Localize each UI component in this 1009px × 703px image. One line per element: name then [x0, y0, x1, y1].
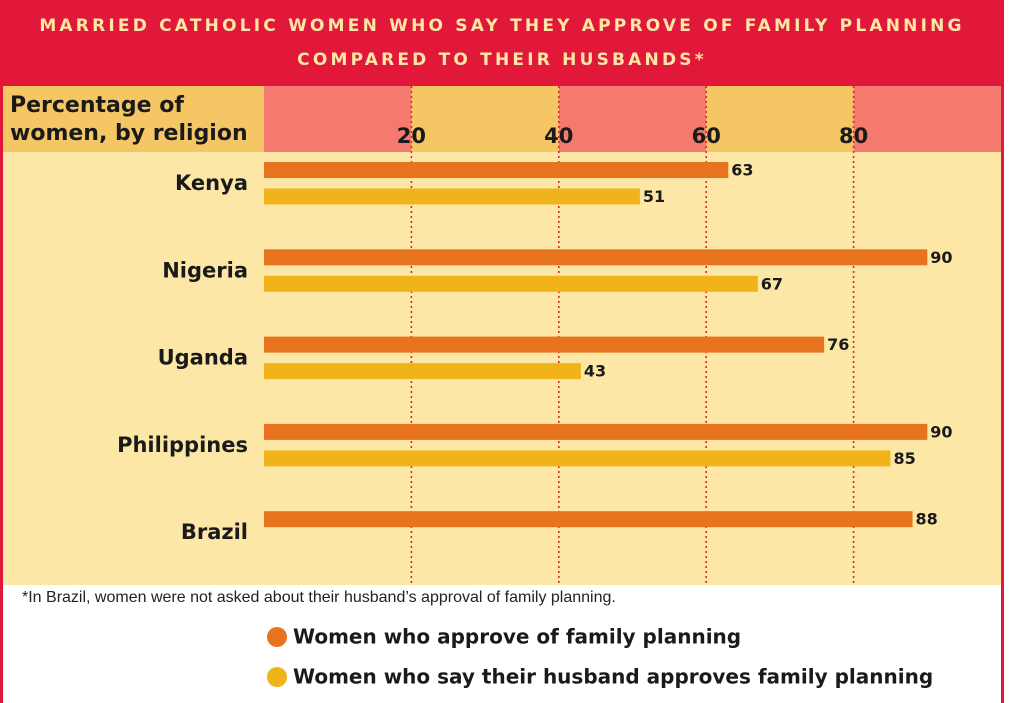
category-label: Brazil	[181, 520, 248, 544]
legend-swatch	[267, 627, 287, 647]
bar	[264, 450, 891, 467]
header-band	[264, 86, 412, 152]
frame-right	[1001, 86, 1004, 703]
value-label: 88	[916, 510, 938, 529]
bar	[264, 336, 825, 353]
legend-swatch	[267, 667, 287, 687]
chart-title: COMPARED TO THEIR HUSBANDS*	[297, 50, 707, 70]
x-tick-label: 60	[692, 124, 721, 148]
value-label: 90	[930, 422, 952, 441]
value-label: 63	[731, 161, 753, 180]
bar	[264, 162, 729, 178]
legend-label: Women who approve of family planning	[293, 625, 741, 649]
x-tick-label: 40	[544, 124, 573, 148]
category-label: Kenya	[175, 171, 248, 195]
title-band	[0, 0, 1004, 86]
header-band	[558, 86, 707, 152]
value-label: 67	[761, 274, 783, 293]
value-label: 85	[893, 449, 915, 468]
x-tick-label: 20	[397, 124, 426, 148]
x-tick-label: 80	[839, 124, 868, 148]
footnote: *In Brazil, women were not asked about t…	[22, 589, 616, 606]
chart-title: MARRIED CATHOLIC WOMEN WHO SAY THEY APPR…	[39, 16, 964, 36]
header-band	[411, 86, 559, 152]
axis-label: women, by religion	[10, 121, 248, 146]
header-band	[853, 86, 1001, 152]
category-label: Uganda	[158, 346, 248, 370]
legend-label: Women who say their husband approves fam…	[293, 665, 933, 689]
category-label: Philippines	[117, 433, 248, 457]
axis-label: Percentage of	[10, 93, 184, 118]
value-label: 43	[584, 362, 606, 381]
frame-left	[0, 86, 3, 703]
value-label: 90	[930, 248, 952, 267]
category-label: Nigeria	[162, 258, 248, 282]
bar	[264, 188, 640, 205]
header-cell	[2, 86, 265, 152]
bar	[264, 275, 758, 292]
bar	[264, 511, 913, 528]
bar	[264, 363, 581, 380]
header-band	[706, 86, 854, 152]
bar	[264, 423, 928, 440]
value-label: 51	[643, 187, 665, 206]
value-label: 76	[827, 335, 849, 354]
bar	[264, 249, 928, 266]
